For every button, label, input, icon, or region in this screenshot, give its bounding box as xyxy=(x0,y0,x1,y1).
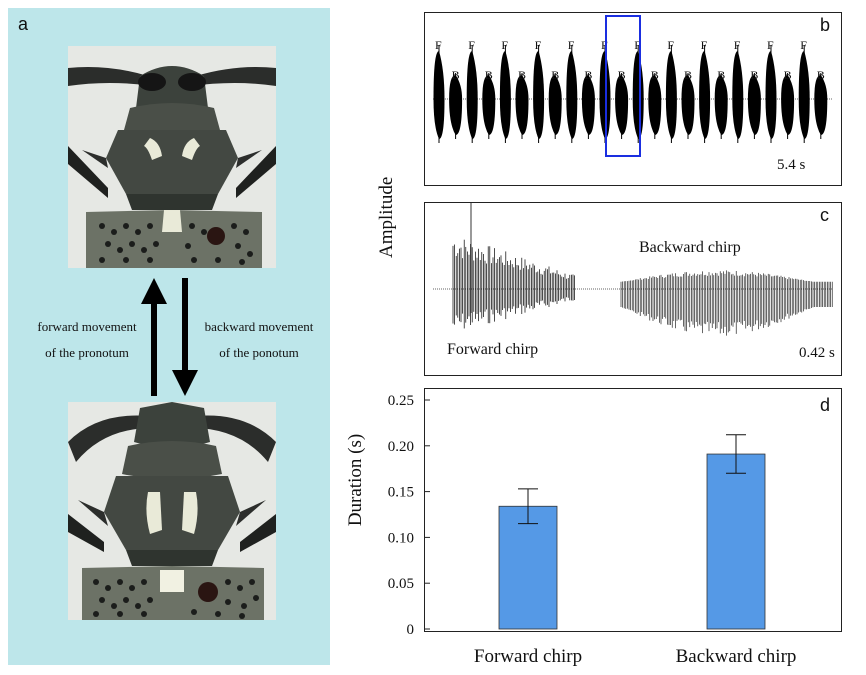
pulse-label-f: F xyxy=(435,38,442,52)
pulse-label-f: F xyxy=(501,38,508,52)
pulse-label-b: B xyxy=(485,68,493,82)
pulse-label-f: F xyxy=(568,38,575,52)
pulse-label-f: F xyxy=(601,38,608,52)
panel-b-duration: 5.4 s xyxy=(777,157,806,173)
chirp-oscillations xyxy=(452,203,833,336)
pulse-label-b: B xyxy=(784,68,792,82)
y-tick-label: 0.20 xyxy=(388,439,414,455)
backward-caption-line-1: backward movement xyxy=(204,319,314,334)
movement-arrows xyxy=(141,278,198,396)
pulse-label-b: B xyxy=(817,68,825,82)
beetle-illustration-backward xyxy=(68,402,276,620)
panel-c: c Backward chirp Forward chirp 0.42 s xyxy=(424,202,842,376)
forward-chirp-label: Forward chirp xyxy=(447,341,539,358)
forward-movement-caption: forward movement of the pronotum xyxy=(20,314,154,366)
pulse-label-f: F xyxy=(701,38,708,52)
backward-arrow-icon xyxy=(172,278,198,396)
pulse-label-f: F xyxy=(468,38,475,52)
beetle-photo-backward xyxy=(68,402,276,620)
panel-b-label: b xyxy=(820,15,831,35)
x-tick-label: Backward chirp xyxy=(676,646,797,667)
waveform-pulses xyxy=(433,45,828,143)
backward-movement-caption: backward movement of the ponotum xyxy=(192,314,326,366)
panel-c-label: c xyxy=(820,205,829,225)
pulse-labels: F B F B F B F B F B F B F B F B F B F B F B F B xyxy=(435,38,825,82)
pulse-label-f: F xyxy=(535,38,542,52)
forward-arrow-icon xyxy=(141,278,167,396)
amplitude-axis-label: Amplitude xyxy=(376,176,397,258)
duration-axis-label: Duration (s) xyxy=(345,433,366,527)
y-tick-label: 0 xyxy=(407,622,415,638)
pulse-label-b: B xyxy=(618,68,626,82)
pulse-label-f: F xyxy=(800,38,807,52)
y-tick-label: 0.15 xyxy=(388,485,414,501)
pulse-label-b: B xyxy=(750,68,758,82)
pulse-label-b: B xyxy=(717,68,725,82)
beetle-photo-forward xyxy=(68,46,276,268)
panel-d: d xyxy=(424,388,842,632)
panel-c-duration: 0.42 s xyxy=(799,345,835,361)
forward-caption-line-1: forward movement xyxy=(37,319,137,334)
x-tick-label: Forward chirp xyxy=(474,646,582,667)
pulse-label-f: F xyxy=(667,38,674,52)
pulse-label-b: B xyxy=(684,68,692,82)
backward-caption-line-2: of the ponotum xyxy=(219,345,299,360)
y-tick-label: 0.25 xyxy=(388,393,414,409)
pulse-label-b: B xyxy=(651,68,659,82)
chirp-waveform xyxy=(433,203,833,336)
panel-a: a xyxy=(8,8,330,665)
panel-a-label: a xyxy=(18,14,29,34)
backward-chirp-label: Backward chirp xyxy=(639,239,741,256)
pulse-label-b: B xyxy=(584,68,592,82)
song-waveform: F B F B F B F B F B F B F B F B F B F B F B F B xyxy=(433,15,833,157)
pulse-label-b: B xyxy=(452,68,460,82)
pulse-label-f: F xyxy=(734,38,741,52)
panel-d-label: d xyxy=(820,395,831,415)
pulse-label-b: B xyxy=(551,68,559,82)
panel-b: F B F B F B F B F B F B F B F B F B F B F B F B b 5.4 s xyxy=(424,12,842,186)
y-tick-label: 0.10 xyxy=(388,530,414,546)
forward-caption-line-2: of the pronotum xyxy=(45,345,129,360)
x-axis-labels: Forward chirp Backward chirp xyxy=(474,646,796,667)
pulse-label-f: F xyxy=(767,38,774,52)
beetle-illustration-forward xyxy=(68,46,276,268)
pulse-label-f: F xyxy=(634,38,641,52)
pulse-label-b: B xyxy=(518,68,526,82)
selection-box xyxy=(605,15,641,157)
y-tick-label: 0.05 xyxy=(388,576,414,592)
